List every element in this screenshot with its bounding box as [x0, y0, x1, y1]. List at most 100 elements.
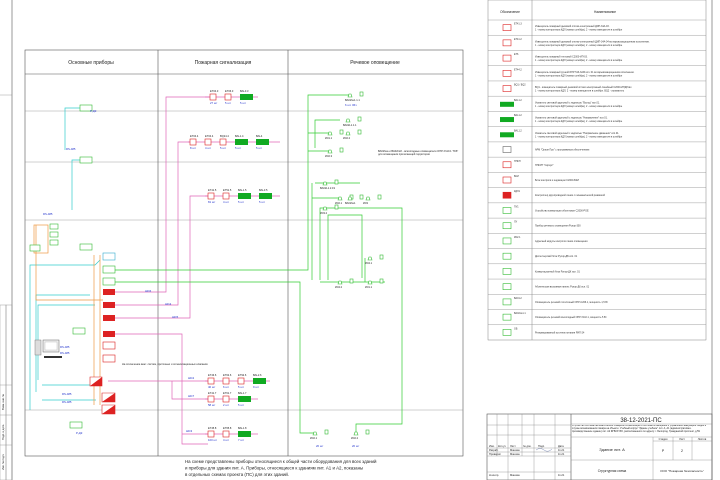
line-module-icon: [379, 278, 384, 284]
voice-device-tag: ВА02№1.1.1: [345, 98, 360, 102]
svg-text:RS-485: RS-485: [60, 351, 70, 355]
bki-block: [102, 354, 116, 363]
legend-description: Контроллер двухпроводной линии с гальван…: [535, 194, 606, 197]
legend-description: АРМ "Орион Про" с программным обеспечени…: [535, 149, 590, 152]
device-block: [49, 239, 59, 246]
exit-sign-icon: [240, 94, 253, 100]
device-count: 5 шт: [235, 146, 242, 150]
device-tag: ЕТ92.6: [238, 373, 247, 377]
legend-description: Абонентская вызывная панель Рупор-ДК исп…: [535, 286, 590, 289]
kdl-controller-icon: [103, 331, 115, 337]
call-panel-icon: [502, 283, 512, 290]
speaker-icon: [327, 149, 333, 154]
sirius-panel-icon: [90, 377, 102, 386]
direction-sign-icon: [500, 117, 514, 123]
voice-unit-icon: [502, 222, 512, 230]
device-tag: ЕТ65.8: [223, 426, 232, 430]
device-tag: ВАL4: [256, 134, 263, 138]
legend-description: ППКУП "Сириус": [535, 164, 554, 167]
exit-sign-icon: [235, 139, 248, 145]
device-count: 5 шт: [259, 200, 266, 204]
ceiling-speaker-icon: [502, 298, 512, 306]
speaker-icon: [322, 206, 328, 211]
legend-header-name: Наименование: [594, 10, 616, 14]
legend-tag: ЕТ41.2: [514, 38, 522, 41]
rs485-wiring: [29, 107, 101, 410]
legend-tag: ВА01.2: [514, 297, 522, 300]
device-tag: ЕТ62.6: [223, 373, 232, 377]
svg-text:Листов: Листов: [698, 437, 707, 441]
exit-sign-icon: [238, 431, 251, 437]
legend-subtext: 1 - номер контроллера КДЛ (номер шлейфа)…: [535, 44, 623, 47]
workstation-icon: [502, 146, 512, 153]
legend-description: Извещатель пожарный дымовой оптико-элект…: [535, 25, 610, 28]
device-count: 5 шт: [220, 146, 227, 150]
legend-tag: ВАL1.2: [514, 129, 522, 132]
speaker-icon: [347, 196, 353, 201]
sirius-panel-icon: [102, 393, 115, 402]
fire-alarm-devices: ЕТ04.3 27 шт ЕТ06.3 5 шт ВАL3.3 5 шт ЕТ04.4 8 ш…: [189, 89, 272, 442]
legend-tag: ПУ1: [514, 205, 519, 208]
svg-text:Машкин: Машкин: [510, 452, 520, 456]
kdl-controller-icon: [103, 315, 115, 321]
notes: На схеме представлены приборы относящиес…: [185, 459, 377, 477]
rupor-300: [102, 265, 116, 274]
device-count: 40 шт: [208, 385, 216, 389]
legend-tag: ZD2.1: [514, 236, 521, 239]
device-count: 6 шт: [223, 385, 230, 389]
voice-device-tag: ZD3: [363, 201, 368, 205]
note-line: в отдельных схемах проекта (ПС) для этих…: [185, 472, 289, 477]
line-module-icon: [334, 179, 339, 185]
speaker-icon: [345, 131, 351, 136]
control-panel-icon: [502, 161, 512, 169]
device-block: [29, 244, 41, 252]
voice-device-tag: ZD4.2: [335, 285, 343, 289]
rupor-dk-block: [79, 156, 93, 164]
note-line: и приборы для здания лит. А. Приборы, от…: [185, 466, 363, 471]
device-count: 4 шт: [223, 200, 230, 204]
device-tag: ВАL3.5: [259, 188, 268, 192]
voice-device-tag: ВА02№1: [345, 201, 356, 205]
svg-text:Р-ДК: Р-ДК: [76, 431, 83, 435]
legend-description: Извещатель пожарный ручной ИПР 513-3АМ и…: [535, 71, 635, 74]
svg-text:Лист: Лист: [510, 444, 516, 448]
device-tag: ВАL2.6: [253, 373, 262, 377]
pge-device: [102, 252, 116, 261]
svg-text:11.21: 11.21: [558, 473, 565, 477]
svg-text:Кол.уч: Кол.уч: [498, 444, 506, 448]
legend-tag: ВАL1.2: [514, 114, 522, 117]
legend-subtext: 1 - номер контроллера КДЛ, 2 - номер изв…: [535, 90, 625, 93]
switch-block-icon: [502, 268, 512, 275]
document-code: 38-12-2021-ПС: [620, 418, 662, 424]
svg-text:11.21: 11.21: [558, 452, 565, 456]
loop-controller-icon: [502, 191, 512, 199]
svg-text:11.21: 11.21: [558, 448, 565, 452]
device-tag: ВQ24.4: [220, 134, 229, 138]
legend-tag: GБ: [514, 327, 518, 330]
title-block: 38-12-2021-ПС Устройство системы автомат…: [486, 413, 713, 480]
svg-text:ШС4: ШС4: [165, 302, 172, 306]
svg-text:Машкин: Машкин: [510, 473, 520, 477]
rupor-dk-block: [79, 243, 93, 251]
device-count: 4 шт: [223, 438, 230, 442]
fire-detector-icon: [222, 377, 230, 385]
legend-description: Диспетчерский блок Рупор-ДБ исп. 01: [535, 255, 578, 258]
speaker-icon: [345, 118, 351, 123]
fire-detector-icon: [224, 93, 232, 101]
line-module-icon: [377, 194, 382, 200]
line-module-icon: [379, 254, 384, 260]
speaker-icon: [337, 280, 343, 285]
device-tag: ЕТ04.4: [190, 134, 199, 138]
device-count: 5 шт: [225, 101, 232, 105]
smoke-detector-icon: [502, 24, 512, 31]
exit-sign-icon: [259, 193, 272, 199]
rupor-dk-block: [69, 421, 83, 429]
line-module-icon: [502, 237, 512, 245]
voice-device-tag: ZD2.2: [351, 436, 359, 440]
legend-subtext: 1 - номер контроллера КДЛ (номер шлейфа)…: [535, 29, 623, 32]
svg-text:ШС7: ШС7: [188, 394, 195, 398]
voice-device-tag: ZD2.2: [343, 136, 351, 140]
legend-subtext: 1 - номер контроллера КДЛ (номер шлейфа)…: [535, 59, 623, 62]
device-count: 9 шт: [253, 385, 260, 389]
legend-description: Коммутационный блок Рупор-ДК исп. 01: [535, 270, 580, 273]
